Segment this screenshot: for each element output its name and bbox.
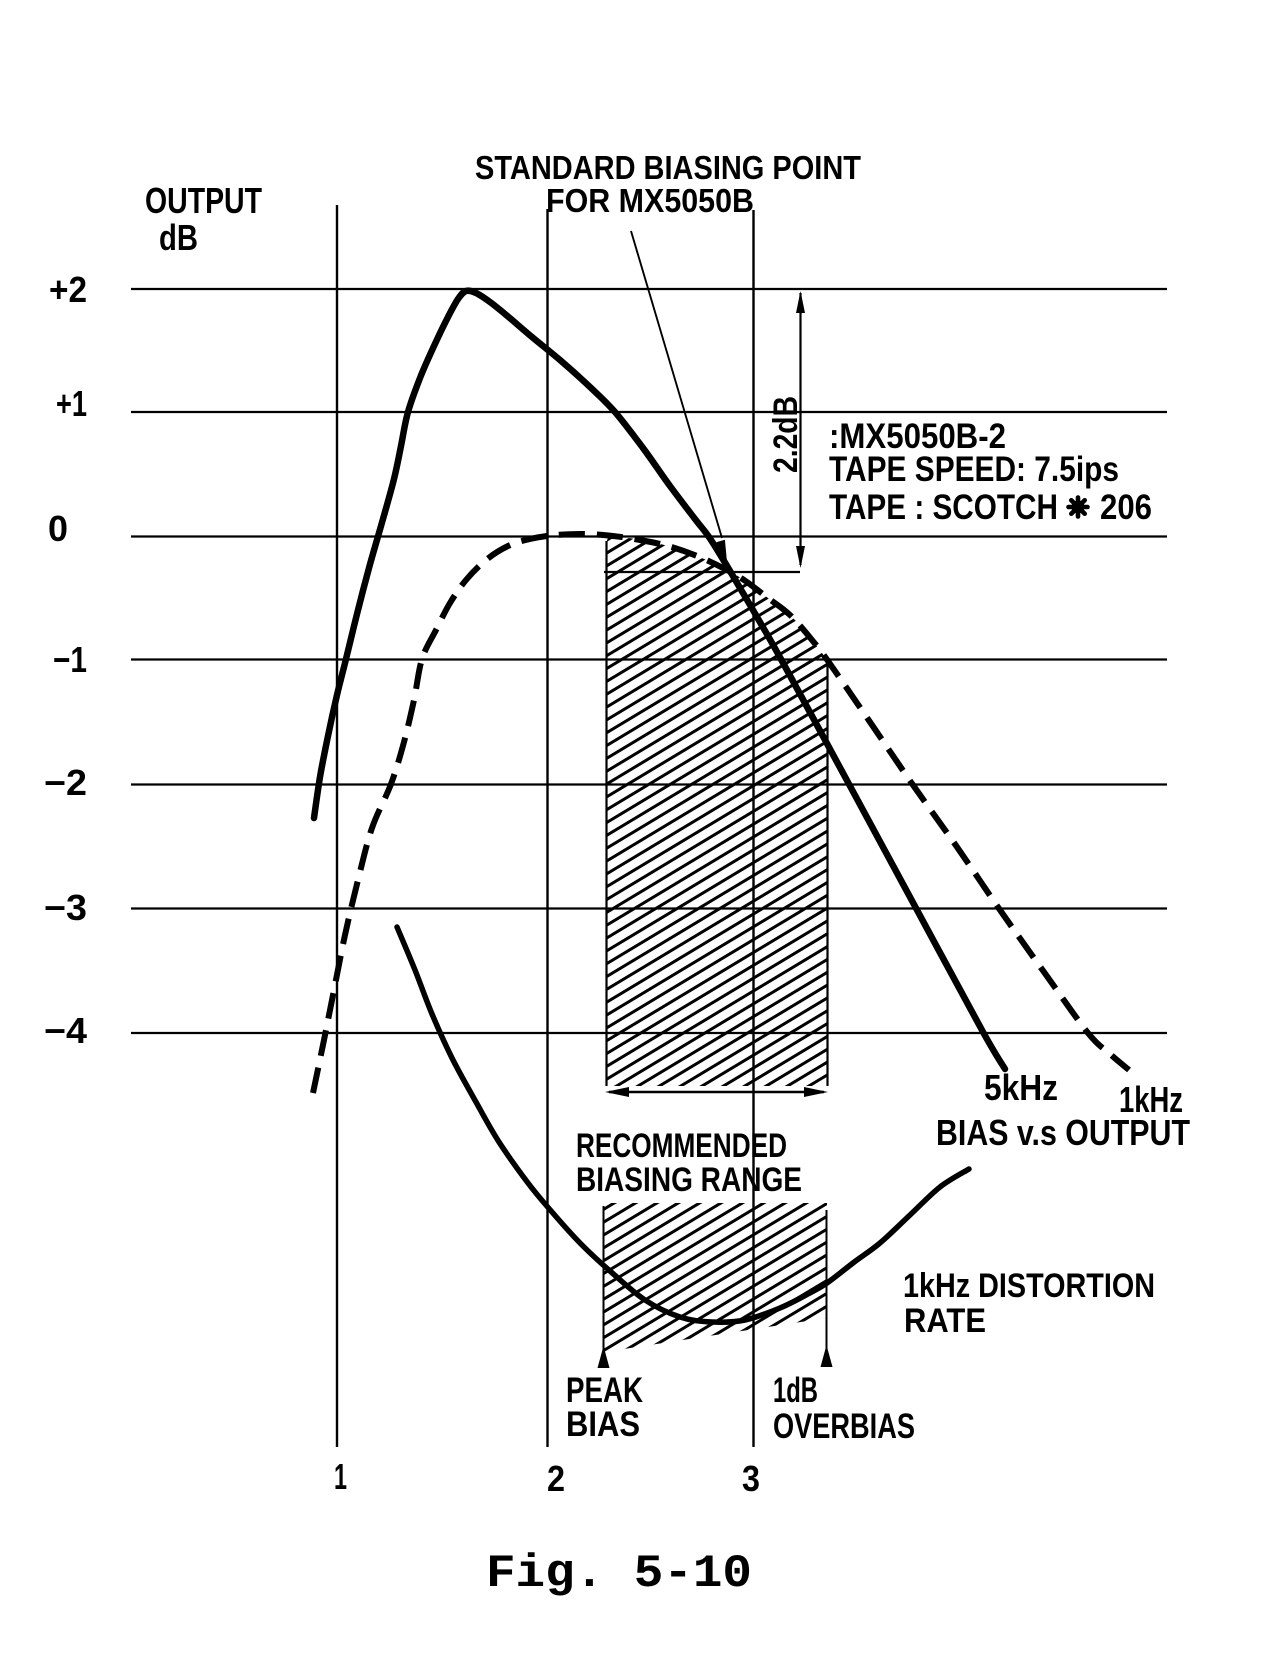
svg-text:BIASING RANGE: BIASING RANGE — [576, 1161, 802, 1199]
svg-text:3: 3 — [742, 1458, 760, 1499]
svg-text:2.2dB: 2.2dB — [767, 396, 805, 473]
svg-text:206: 206 — [1100, 488, 1152, 527]
svg-text::MX5050B-2: :MX5050B-2 — [829, 417, 1006, 456]
svg-text:1: 1 — [334, 1456, 347, 1497]
svg-text:TAPE : SCOTCH: TAPE : SCOTCH — [829, 488, 1058, 527]
svg-text:−3: −3 — [44, 887, 87, 928]
svg-text:BIAS: BIAS — [566, 1405, 640, 1444]
svg-text:1kHz: 1kHz — [1119, 1079, 1183, 1120]
svg-text:OUTPUT: OUTPUT — [145, 180, 262, 221]
svg-text:0: 0 — [48, 508, 68, 549]
svg-text:+2: +2 — [49, 269, 87, 310]
svg-text:2: 2 — [547, 1458, 565, 1499]
svg-text:FOR MX5050B: FOR MX5050B — [546, 182, 754, 219]
svg-text:+1: +1 — [56, 383, 87, 424]
svg-text:1kHz DISTORTION: 1kHz DISTORTION — [903, 1267, 1155, 1305]
svg-text:5kHz: 5kHz — [984, 1067, 1058, 1108]
svg-text:−2: −2 — [44, 762, 87, 803]
svg-text:1dB: 1dB — [773, 1371, 818, 1410]
svg-text:STANDARD BIASING POINT: STANDARD BIASING POINT — [475, 149, 861, 186]
svg-text:Fig. 5-10: Fig. 5-10 — [486, 1548, 752, 1600]
svg-text:PEAK: PEAK — [566, 1371, 643, 1410]
svg-text:−4: −4 — [44, 1010, 87, 1051]
svg-text:−1: −1 — [53, 639, 87, 680]
svg-text:dB: dB — [159, 217, 198, 258]
svg-text:OVERBIAS: OVERBIAS — [773, 1407, 915, 1446]
svg-text:RATE: RATE — [904, 1302, 986, 1340]
svg-text:TAPE SPEED: 7.5ips: TAPE SPEED: 7.5ips — [829, 450, 1119, 489]
svg-text:RECOMMENDED: RECOMMENDED — [576, 1127, 787, 1165]
svg-text:BIAS v.s OUTPUT: BIAS v.s OUTPUT — [936, 1112, 1190, 1153]
